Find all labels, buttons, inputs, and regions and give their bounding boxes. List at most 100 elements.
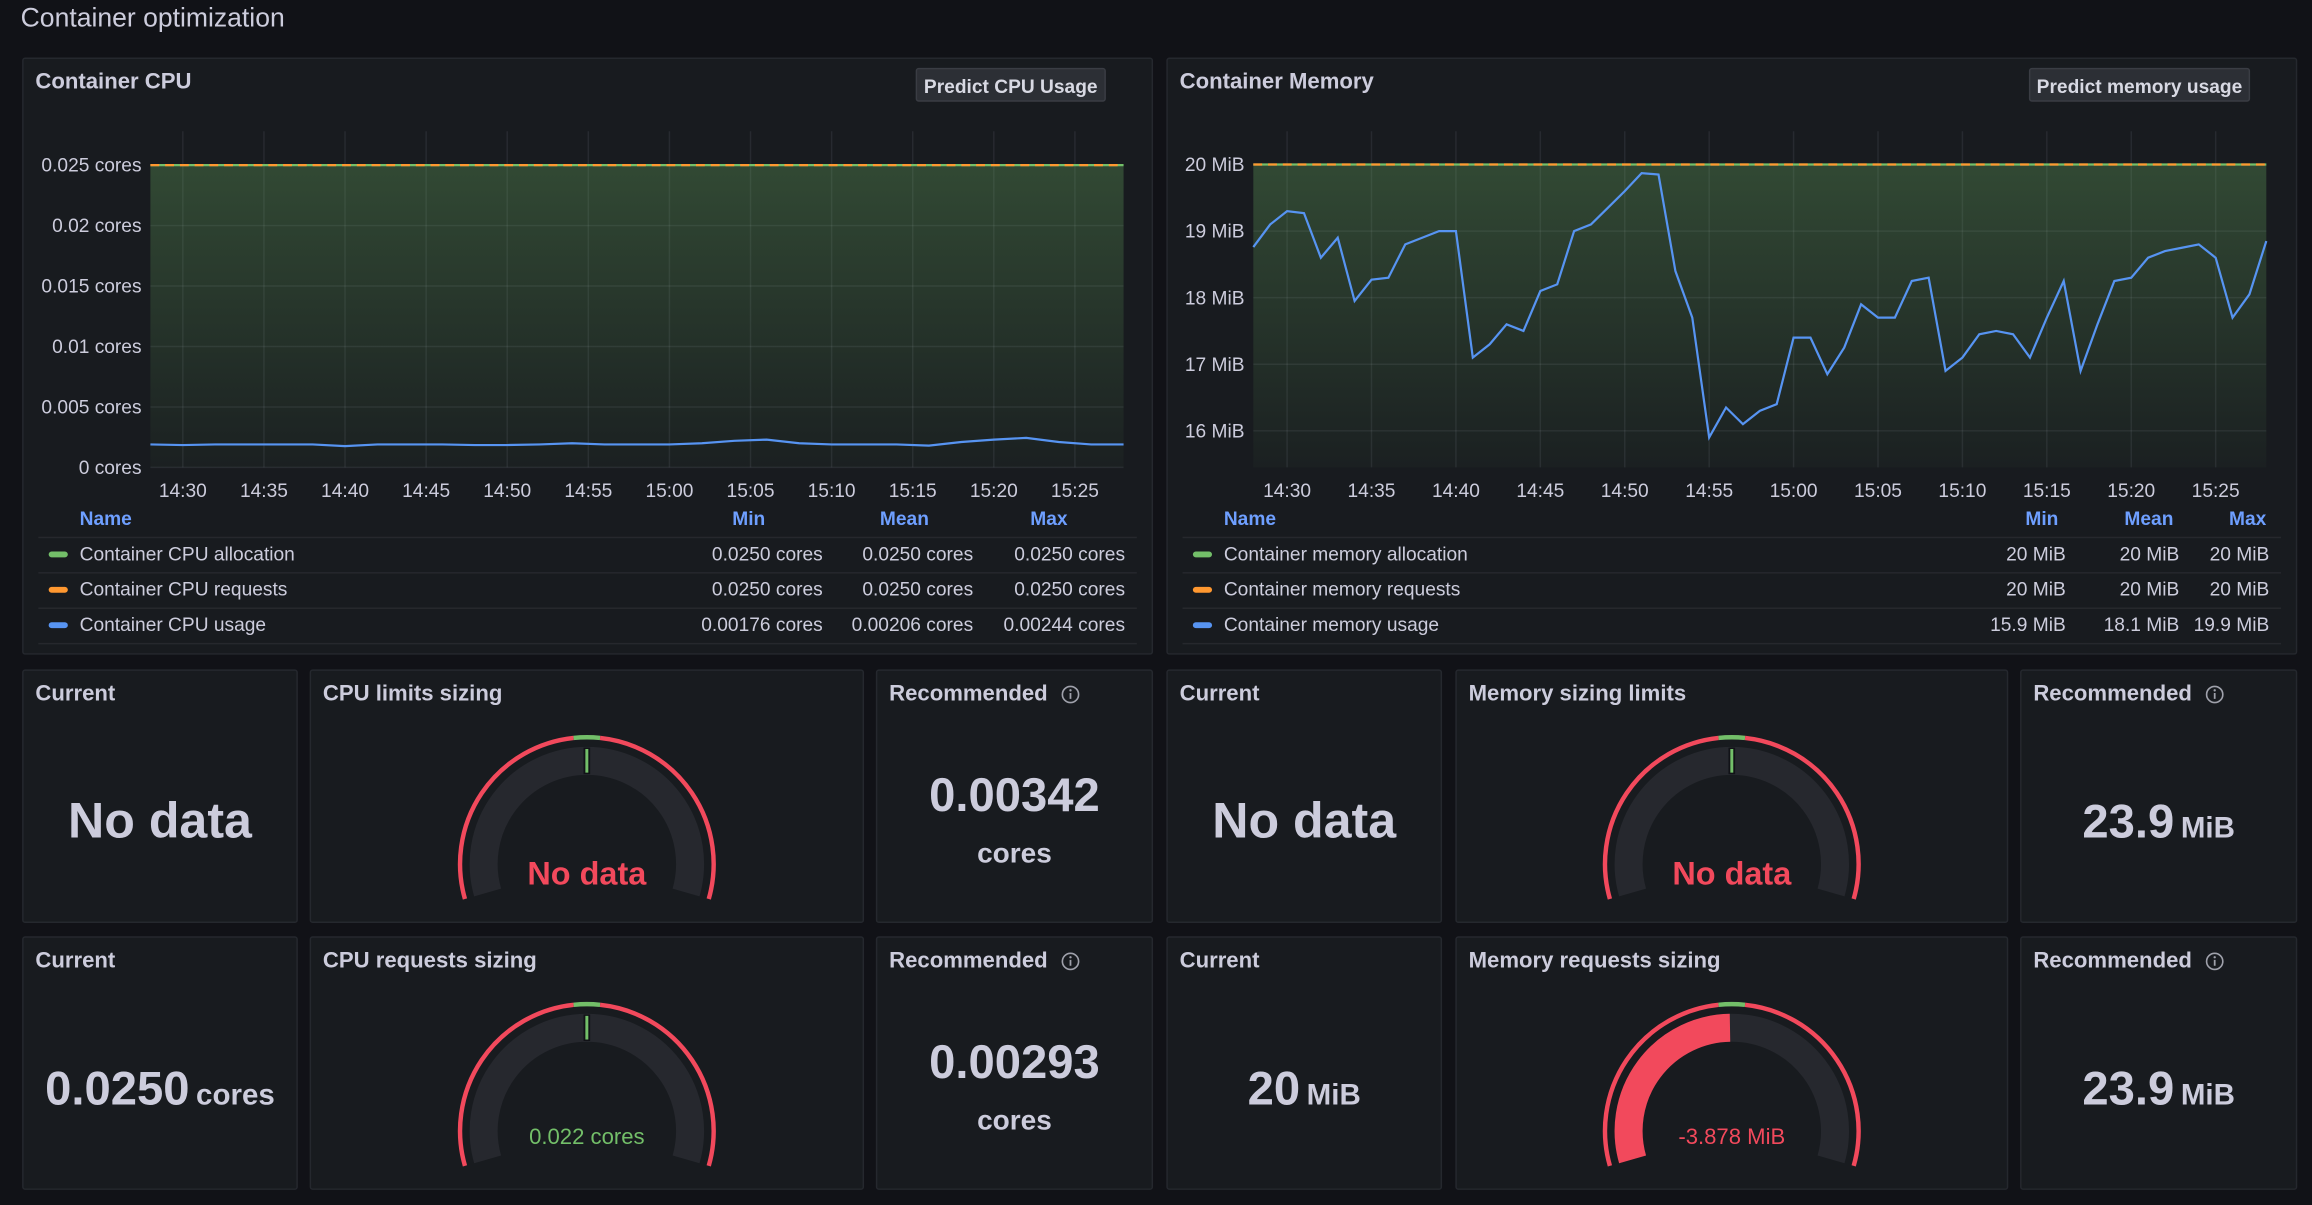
legend-swatch [1192,551,1213,558]
legend-separator [38,536,1137,539]
stat-panel: Recommended 23.9 MiB [2020,669,2298,924]
x-tick-label: 14:50 [483,481,531,502]
gauge-threshold [573,735,601,741]
gauge-value: No data [1672,856,1792,892]
legend-value: 20 MiB [2209,578,2270,601]
x-tick-label: 14:40 [1432,481,1480,502]
dashboard-title: Container optimization [20,2,285,33]
y-tick-label: 17 MiB [1185,355,1245,376]
predict-button[interactable]: Predict memory usage [2028,67,2251,102]
panel-title: Recommended [2033,681,2192,707]
stat-panel: Current No data [22,669,298,924]
x-tick-label: 14:45 [402,481,450,502]
y-tick-label: 20 MiB [1185,155,1245,176]
gauge-threshold [457,735,574,900]
x-tick-label: 14:45 [1516,481,1564,502]
stat-value: 20 [1247,1061,1301,1115]
stat: 23.9 MiB [2022,1059,2296,1128]
x-tick-label: 15:00 [645,481,693,502]
x-tick-label: 14:30 [1263,481,1311,502]
y-tick-label: 0.025 cores [41,156,141,177]
legend-value: 20 MiB [2119,578,2180,601]
y-tick-label: 0.01 cores [52,337,141,358]
gauge: -3.878 MiB [1602,1001,1861,1167]
legend-swatch [48,586,68,593]
legend-value: 0.0250 cores [1014,542,1126,565]
legend-name: Container CPU requests [79,578,288,601]
gauge-fill [1614,1013,1731,1164]
y-tick-label: 0.02 cores [52,216,141,237]
gauge-threshold [1744,1002,1861,1167]
stat: 23.9 MiB [2022,792,2296,861]
panel-title: Container CPU [35,69,192,95]
stat-panel: Recommended 0.00342 cores [875,669,1154,924]
gauge-panel: CPU requests sizing 0.022 cores [309,936,865,1190]
legend-name: Container CPU allocation [79,542,295,565]
legend-header: Mean [879,507,929,530]
gauge: No data [457,735,716,900]
legend-value: 15.9 MiB [1990,613,2066,636]
gauge-threshold [599,735,716,900]
x-tick-label: 14:55 [1685,481,1733,502]
legend-value: 0.00176 cores [701,613,823,636]
x-tick-label: 15:05 [727,481,775,502]
stat-unit: MiB [1306,1079,1361,1112]
panel-title: Current [35,948,116,974]
legend-value: 0.00206 cores [851,613,974,636]
x-tick-label: 15:25 [1051,481,1099,502]
panel-title: Current [35,681,116,707]
x-tick-label: 15:15 [889,481,937,502]
stat: 0.0250 cores [24,1059,297,1128]
x-tick-label: 15:15 [2023,481,2071,502]
legend-separator [1182,642,2282,645]
info-icon [2205,952,2224,971]
legend-value: 0.0250 cores [862,578,974,601]
legend-swatch [1192,622,1213,629]
stat-unit: cores [977,838,1052,870]
legend-header: Max [2229,507,2267,530]
gauge-value: No data [527,856,647,892]
gauge-threshold [599,1002,716,1167]
predict-button[interactable]: Predict CPU Usage [915,67,1106,102]
legend-name: Container memory usage [1223,613,1440,636]
legend-separator [38,607,1137,609]
stat-unit: MiB [2180,812,2235,845]
legend-name: Container memory allocation [1223,542,1468,565]
x-tick-label: 15:05 [1854,481,1902,502]
stat-unit: cores [977,1105,1052,1137]
x-tick-label: 14:30 [159,481,207,502]
stat-panel: Current 0.0250 cores [22,936,298,1190]
y-tick-label: 0.015 cores [41,277,141,298]
y-tick-label: 19 MiB [1185,222,1245,243]
stat-value: 0.0250 [45,1061,190,1115]
y-tick-label: 0 cores [79,458,142,479]
stat-panel: Recommended 0.00293 cores [875,936,1154,1190]
stat: No data [24,792,297,861]
panel-title: Recommended [889,948,1048,974]
x-tick-label: 14:35 [240,481,288,502]
gauge-threshold [1602,735,1719,900]
stat-value: 23.9 [2082,794,2175,848]
info-icon-dot [1069,956,1072,959]
legend-name: Container CPU usage [79,613,267,636]
stat-panel: Current 20 MiB [1166,936,1443,1190]
legend-separator [1182,536,2282,539]
chart-panel: Container Memory Predict memory usage 14:3… [1166,57,2298,655]
legend-value: 19.9 MiB [2193,613,2270,636]
info-icon-circle [1061,685,1080,704]
x-tick-label: 15:25 [2192,481,2240,502]
gauge-threshold [457,1002,574,1167]
gauge-panel: CPU limits sizing No data [309,669,865,924]
info-icon [1061,952,1080,971]
x-tick-label: 15:20 [970,481,1018,502]
gauge: No data [1602,735,1861,900]
x-tick-label: 14:35 [1348,481,1396,502]
info-icon-circle [2205,685,2224,704]
series-area [1253,164,2267,468]
y-tick-label: 16 MiB [1185,421,1245,442]
series-line [150,436,1124,448]
legend-separator [38,572,1137,574]
legend-value: 0.0250 cores [862,542,974,565]
legend-header: Max [1030,507,1068,530]
legend-header: Name [79,507,132,530]
